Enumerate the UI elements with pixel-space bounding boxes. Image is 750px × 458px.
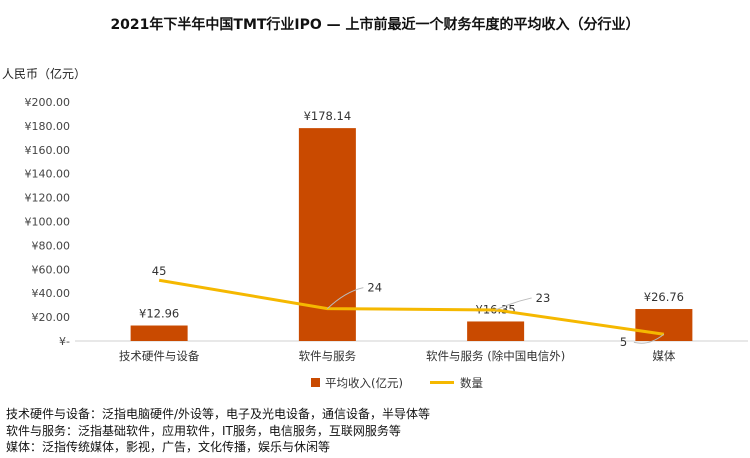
footnotes: 技术硬件与设备：泛指电脑硬件/外设等，电子及光电设备，通信设备，半导体等 软件与… (6, 406, 746, 456)
label-leader-line (495, 297, 532, 311)
bar-value-label: ¥178.14 (304, 109, 352, 123)
y-tick-label: ¥200.00 (25, 96, 71, 109)
legend-swatch-bar (311, 378, 320, 387)
line-value-label: 45 (152, 264, 167, 278)
y-tick-label: ¥- (59, 335, 70, 348)
line-path (158, 278, 665, 336)
y-tick-label: ¥80.00 (32, 239, 71, 252)
bar-value-label: ¥26.76 (644, 290, 684, 304)
bar-value-label: ¥12.96 (139, 307, 179, 321)
label-leader-line (327, 287, 364, 309)
x-category-label: 软件与服务 (299, 349, 357, 363)
y-tick-label: ¥100.00 (25, 216, 71, 229)
y-tick-label: ¥120.00 (25, 192, 71, 205)
note-software: 软件与服务：泛指基础软件，应用软件，IT服务，电信服务，互联网服务等 (6, 423, 401, 438)
y-tick-label: ¥140.00 (25, 168, 71, 181)
bar-series: ¥12.96¥178.14¥16.35¥26.76 (130, 109, 693, 341)
bar (130, 325, 188, 341)
bar (467, 321, 525, 341)
y-tick-label: ¥60.00 (32, 263, 71, 276)
note-hardware: 技术硬件与设备：泛指电脑硬件/外设等，电子及光电设备，通信设备，半导体等 (6, 407, 431, 421)
line-value-label: 24 (367, 281, 382, 295)
y-tick-label: ¥160.00 (25, 144, 71, 157)
note-media: 媒体：泛指传统媒体，影视，广告，文化传播，娱乐与休闲等 (6, 440, 331, 454)
line-series: 45 24 23 5 (152, 264, 665, 349)
bar (635, 309, 693, 341)
chart-title: 2021年下半年中国TMT行业IPO — 上市前最近一个财务年度的平均收入（分行… (110, 17, 640, 33)
legend: 平均收入(亿元) 数量 (311, 376, 483, 390)
y-tick-label: ¥20.00 (32, 311, 71, 324)
label-leader-line (633, 333, 665, 344)
x-category-label: 软件与服务 (除中国电信外) (426, 349, 565, 363)
x-category-label: 技术硬件与设备 (119, 349, 200, 363)
legend-label-bar: 平均收入(亿元) (325, 376, 403, 390)
y-tick-label: ¥40.00 (32, 287, 71, 300)
line-value-label: 5 (620, 335, 627, 349)
x-category-label: 媒体 (652, 349, 675, 363)
legend-label-line: 数量 (460, 376, 483, 390)
y-tick-label: ¥180.00 (25, 120, 71, 133)
x-axis-categories: 技术硬件与设备 软件与服务 软件与服务 (除中国电信外) 媒体 (119, 349, 676, 363)
y-axis-ticks: ¥- ¥20.00 ¥40.00 ¥60.00 ¥80.00 ¥100.00 ¥120.00… (25, 96, 71, 348)
y-axis-label: 人民币（亿元） (2, 66, 86, 81)
line-value-label: 23 (536, 291, 551, 305)
bar-line-chart: 人民币（亿元） ¥- ¥20.00 ¥40.00 ¥60.00 ¥80.00 ¥100.0… (2, 66, 748, 390)
